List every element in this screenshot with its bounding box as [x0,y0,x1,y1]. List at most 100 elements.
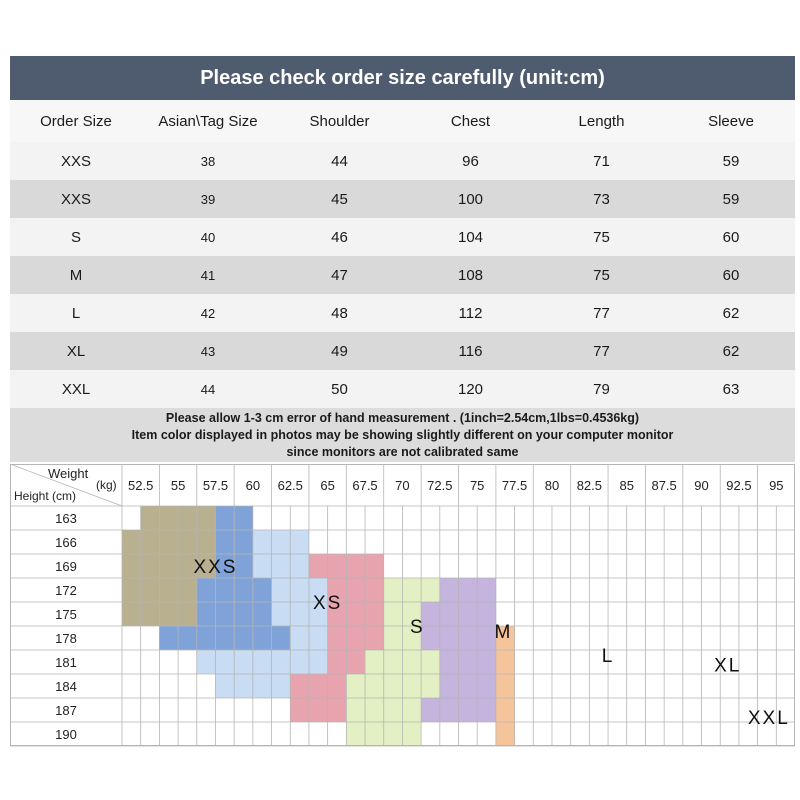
cell-shoulder: 47 [331,266,348,284]
size-region-cell [495,698,515,722]
height-tick-label: 190 [55,727,77,742]
cell-order-size: XXS [60,190,91,208]
cell-sleeve: 63 [722,380,740,398]
weight-tick-label: 87.5 [651,478,676,493]
table-row: L 42 48 112 77 62 [10,294,795,332]
size-region-cell [327,626,384,650]
size-region-label: XXS [193,557,237,578]
size-region-cell [252,554,309,578]
cell-order-size: L [71,304,81,322]
header-length: Length [578,112,625,130]
size-region-cell [327,578,384,602]
table-row: XXS 38 44 96 71 59 [10,142,795,180]
size-region-cell [252,530,309,554]
weight-tick-label: 67.5 [352,478,377,493]
size-region-cell [495,722,515,746]
cell-shoulder: 45 [331,190,348,208]
weight-tick-label: 65 [320,478,334,493]
header-sleeve: Sleeve [708,112,754,130]
height-weight-grid: Weight (kg) Height (cm) 52.5 55 57.5 60 62.5 65 6… [9,463,796,747]
size-region-cell [495,650,515,674]
cell-order-size: XXL [61,380,91,398]
size-region-label: XS [313,593,342,614]
weight-tick-label: 80 [545,478,559,493]
cell-length: 75 [593,228,610,246]
weight-tick-label: 52.5 [128,478,153,493]
table-row: XL 43 49 116 77 62 [10,332,795,370]
weight-tick-label: 55 [171,478,185,493]
cell-sleeve: 60 [722,228,740,246]
cell-chest: 108 [457,266,484,284]
header-asian-tag-size: Asian\Tag Size [158,112,258,130]
cell-tag-size: 43 [200,343,216,359]
size-region-cell [495,626,515,650]
measurement-notes: Please allow 1-3 cm error of hand measur… [10,408,795,462]
weight-tick-label: 77.5 [502,478,527,493]
cell-shoulder: 48 [331,304,348,322]
header-chest: Chest [450,112,491,130]
height-tick-label: 163 [55,511,77,526]
cell-length: 75 [593,266,610,284]
size-region-label: XXL [748,708,790,729]
weight-tick-label: 70 [395,478,409,493]
cell-chest: 96 [462,152,479,170]
table-row: M 41 47 108 75 60 [10,256,795,294]
cell-chest: 120 [457,380,484,398]
size-region-cell [122,530,216,554]
cell-tag-size: 41 [200,267,216,283]
size-region-cell [439,578,496,602]
height-tick-label: 169 [55,559,77,574]
size-region-label: XL [714,655,741,676]
size-region-label: M [494,622,512,643]
size-region-label: S [410,617,425,638]
weight-unit-label: (kg) [96,478,117,492]
cell-tag-size: 44 [200,381,216,397]
weight-tick-label: 60 [246,478,260,493]
size-region-cell [439,650,496,674]
cell-tag-size: 39 [200,191,216,207]
weight-tick-label: 82.5 [577,478,602,493]
cell-length: 77 [593,304,610,322]
cell-length: 73 [593,190,610,208]
table-row: XXS 39 45 100 73 59 [10,180,795,218]
cell-chest: 104 [457,228,484,246]
size-region-cell [346,674,440,698]
cell-sleeve: 62 [722,304,740,322]
cell-chest: 116 [458,342,483,360]
cell-order-size: XL [66,342,86,360]
cell-sleeve: 59 [722,190,740,208]
height-tick-label: 184 [55,679,77,694]
size-region-cell [122,554,216,578]
size-region-cell [290,698,347,722]
size-region-label: L [602,646,615,667]
weight-tick-label: 92.5 [726,478,751,493]
cell-shoulder: 46 [331,228,348,246]
height-label: Height (cm) [14,489,76,503]
table-title: Please check order size carefully (unit:… [10,56,795,100]
weight-label: Weight [48,466,89,481]
cell-length: 71 [593,152,610,170]
size-region-cell [271,602,328,626]
cell-chest: 100 [457,190,484,208]
height-tick-label: 181 [55,655,77,670]
height-tick-label: 166 [55,535,77,550]
cell-sleeve: 62 [722,342,740,360]
size-region-cell [495,674,515,698]
table-row: XXL 44 50 120 79 63 [10,370,795,408]
cell-chest: 112 [458,304,483,322]
cell-length: 77 [593,342,610,360]
note-line: Item color displayed in photos may be sh… [131,428,674,442]
chart-header-bg [10,464,795,506]
height-weight-chart: Weight (kg) Height (cm) 52.5 55 57.5 60 62.5 65 6… [9,463,796,753]
size-region-cell [196,650,328,674]
size-region-cell [327,602,384,626]
weight-tick-label: 90 [694,478,708,493]
header-order-size: Order Size [40,112,112,130]
height-tick-label: 178 [55,631,77,646]
cell-order-size: M [69,266,83,284]
weight-tick-label: 85 [620,478,634,493]
cell-shoulder: 44 [331,152,348,170]
cell-sleeve: 59 [722,152,740,170]
size-region-cell [439,674,496,698]
height-tick-label: 172 [55,583,77,598]
